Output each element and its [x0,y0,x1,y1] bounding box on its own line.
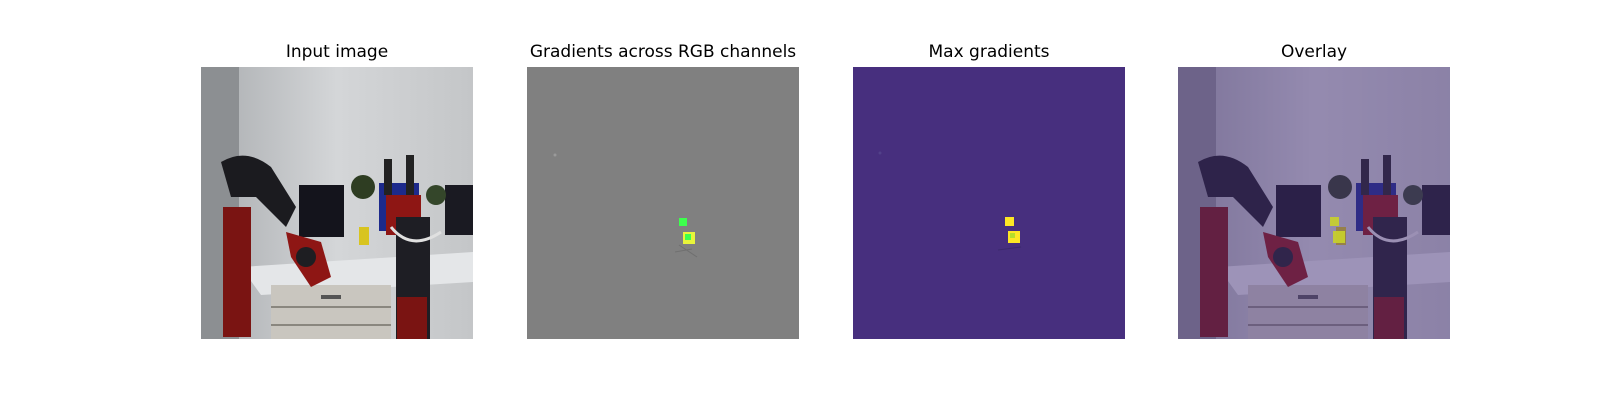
overlay-image [1178,67,1450,339]
input-image [201,67,473,339]
panel-title: Max gradients [928,42,1050,62]
panel-title: Gradients across RGB channels [529,42,797,62]
panel-input-image: Input image [201,0,473,400]
panel-title: Overlay [1280,42,1348,62]
max-gradient-map [853,67,1125,339]
panel-overlay: Overlay [1178,0,1450,400]
panel-title: Input image [285,42,389,62]
rgb-gradient-map [527,67,799,339]
panel-rgb-gradients: Gradients across RGB channels [527,0,799,400]
panel-max-gradients: Max gradients [853,0,1125,400]
